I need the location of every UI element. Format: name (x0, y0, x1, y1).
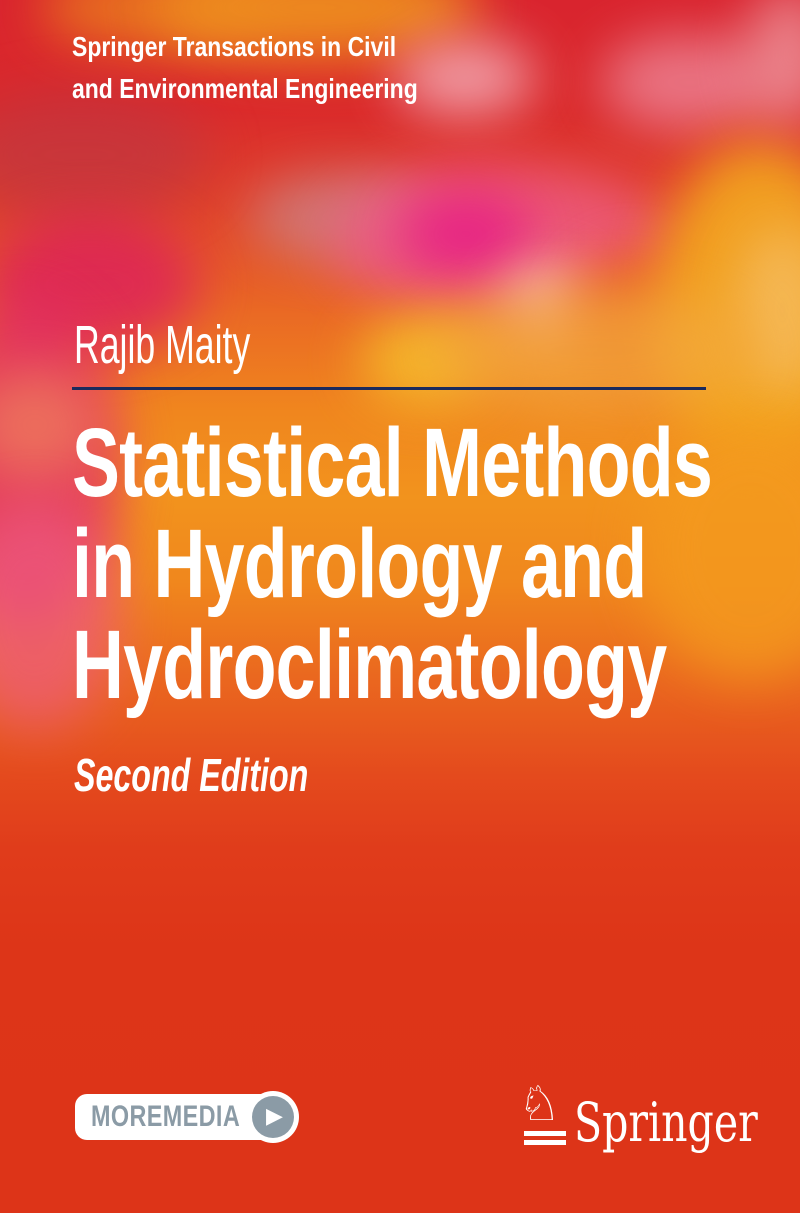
book-title-line2: in Hydrology and (72, 509, 647, 618)
series-title-line2: and Environmental Engineering (72, 73, 418, 104)
moremedia-label: MOREMEDIA (91, 1100, 241, 1133)
moremedia-play-button: ▶ (247, 1091, 299, 1143)
book-title: Statistical Methods in Hydrology and Hyd… (72, 408, 713, 719)
divider-line (72, 387, 706, 390)
series-title: Springer Transactions in Civil and Envir… (72, 26, 418, 110)
publisher-name: Springer (574, 1091, 758, 1154)
book-title-line3: Hydroclimatology (72, 610, 667, 719)
springer-logo-pedestal-bar (524, 1140, 566, 1145)
background-blob (398, 193, 533, 275)
play-circle: ▶ (252, 1096, 294, 1138)
series-title-line1: Springer Transactions in Civil (72, 31, 397, 62)
springer-logo-pedestal-bar (524, 1131, 566, 1136)
author-name: Rajib Maity (74, 315, 251, 375)
play-icon: ▶ (266, 1104, 283, 1129)
background-blob (395, 40, 535, 115)
edition-label: Second Edition (74, 749, 309, 801)
book-title-line1: Statistical Methods (72, 408, 713, 517)
background-blob (0, 90, 210, 220)
background-blob (430, 285, 760, 415)
springer-horse-icon: ♘ (518, 1076, 562, 1132)
